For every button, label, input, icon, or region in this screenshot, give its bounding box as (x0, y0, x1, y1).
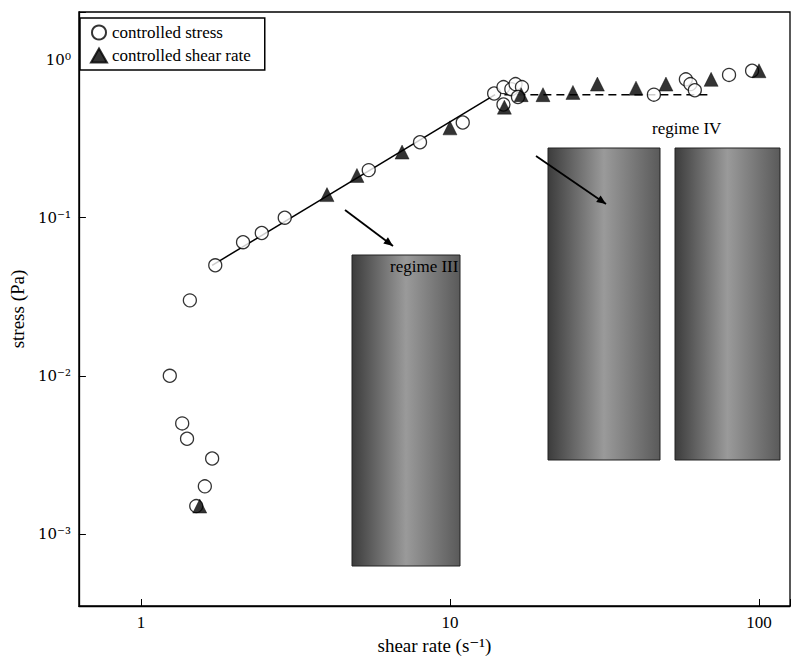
svg-text:controlled stress: controlled stress (112, 23, 223, 42)
svg-text:10⁰: 10⁰ (46, 51, 71, 69)
svg-text:1: 1 (137, 613, 146, 632)
svg-text:10: 10 (441, 613, 458, 632)
svg-text:10⁻¹: 10⁻¹ (38, 209, 71, 227)
svg-text:shear rate (s⁻¹): shear rate (s⁻¹) (378, 635, 492, 657)
svg-text:stress (Pa): stress (Pa) (7, 270, 29, 349)
svg-text:10⁻²: 10⁻² (38, 367, 71, 385)
svg-text:regime III: regime III (390, 257, 459, 276)
svg-text:controlled shear rate: controlled shear rate (112, 46, 251, 65)
svg-text:regime IV: regime IV (652, 119, 722, 138)
svg-text:10⁻³: 10⁻³ (38, 525, 71, 543)
svg-text:100: 100 (746, 613, 772, 632)
